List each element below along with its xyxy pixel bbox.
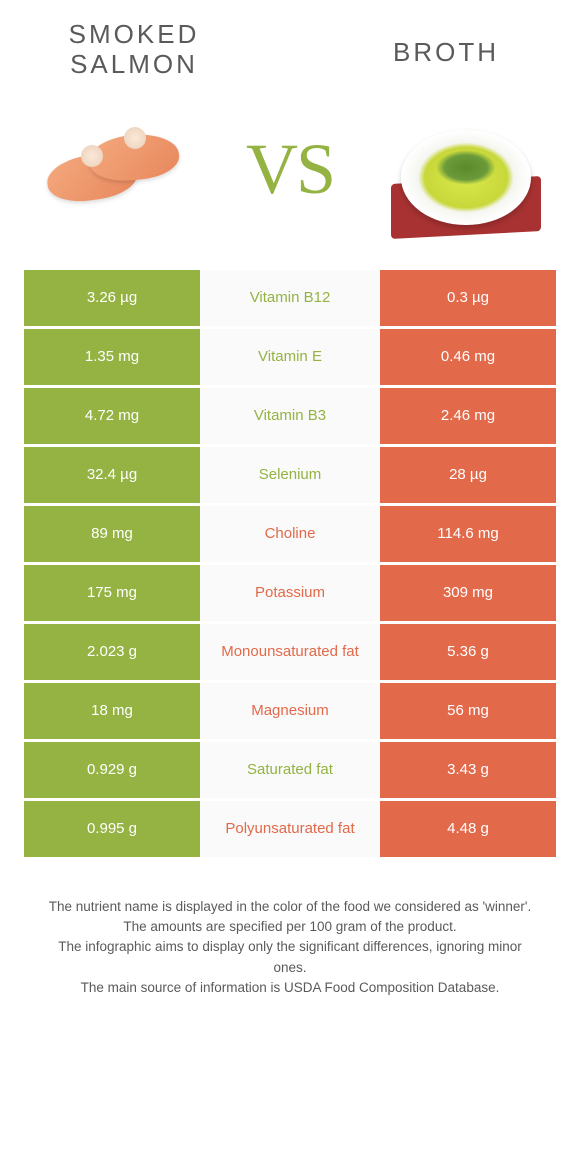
table-row: 175 mgPotassium309 mg <box>24 565 556 621</box>
nutrient-label-cell: Magnesium <box>200 683 380 739</box>
header-titles: SMOKED SALMON BROTH <box>24 20 556 90</box>
left-value-cell: 175 mg <box>24 565 200 621</box>
left-value-cell: 0.995 g <box>24 801 200 857</box>
table-row: 89 mgCholine114.6 mg <box>24 506 556 562</box>
left-value-cell: 32.4 µg <box>24 447 200 503</box>
right-food-image <box>386 100 546 240</box>
table-row: 1.35 mgVitamin E0.46 mg <box>24 329 556 385</box>
right-value-cell: 309 mg <box>380 565 556 621</box>
nutrient-label-cell: Vitamin B3 <box>200 388 380 444</box>
right-value-cell: 4.48 g <box>380 801 556 857</box>
footer-line: The infographic aims to display only the… <box>44 937 536 978</box>
left-value-cell: 4.72 mg <box>24 388 200 444</box>
nutrient-label-cell: Choline <box>200 506 380 562</box>
left-value-cell: 18 mg <box>24 683 200 739</box>
right-value-cell: 5.36 g <box>380 624 556 680</box>
nutrient-table: 3.26 µgVitamin B120.3 µg1.35 mgVitamin E… <box>24 270 556 857</box>
right-value-cell: 0.46 mg <box>380 329 556 385</box>
infographic-container: SMOKED SALMON BROTH VS 3.26 µgVitamin B1… <box>0 0 580 1018</box>
images-row: VS <box>24 90 556 270</box>
footer-notes: The nutrient name is displayed in the co… <box>24 897 556 998</box>
nutrient-label-cell: Monounsaturated fat <box>200 624 380 680</box>
right-value-cell: 3.43 g <box>380 742 556 798</box>
broth-illustration <box>391 105 541 235</box>
table-row: 0.929 gSaturated fat3.43 g <box>24 742 556 798</box>
left-value-cell: 3.26 µg <box>24 270 200 326</box>
left-value-cell: 0.929 g <box>24 742 200 798</box>
salmon-illustration <box>39 115 189 225</box>
nutrient-label-cell: Vitamin E <box>200 329 380 385</box>
nutrient-label-cell: Vitamin B12 <box>200 270 380 326</box>
vs-label: VS <box>246 128 334 211</box>
nutrient-label-cell: Saturated fat <box>200 742 380 798</box>
footer-line: The nutrient name is displayed in the co… <box>44 897 536 917</box>
right-value-cell: 56 mg <box>380 683 556 739</box>
left-food-image <box>34 100 194 240</box>
nutrient-label-cell: Potassium <box>200 565 380 621</box>
table-row: 18 mgMagnesium56 mg <box>24 683 556 739</box>
table-row: 0.995 gPolyunsaturated fat4.48 g <box>24 801 556 857</box>
nutrient-label-cell: Polyunsaturated fat <box>200 801 380 857</box>
footer-line: The main source of information is USDA F… <box>44 978 536 998</box>
right-value-cell: 2.46 mg <box>380 388 556 444</box>
right-value-cell: 28 µg <box>380 447 556 503</box>
right-value-cell: 0.3 µg <box>380 270 556 326</box>
left-food-title: SMOKED SALMON <box>44 20 224 80</box>
right-food-title: BROTH <box>356 38 536 68</box>
left-value-cell: 1.35 mg <box>24 329 200 385</box>
left-value-cell: 89 mg <box>24 506 200 562</box>
left-value-cell: 2.023 g <box>24 624 200 680</box>
table-row: 2.023 gMonounsaturated fat5.36 g <box>24 624 556 680</box>
table-row: 3.26 µgVitamin B120.3 µg <box>24 270 556 326</box>
right-value-cell: 114.6 mg <box>380 506 556 562</box>
table-row: 32.4 µgSelenium28 µg <box>24 447 556 503</box>
footer-line: The amounts are specified per 100 gram o… <box>44 917 536 937</box>
table-row: 4.72 mgVitamin B32.46 mg <box>24 388 556 444</box>
nutrient-label-cell: Selenium <box>200 447 380 503</box>
